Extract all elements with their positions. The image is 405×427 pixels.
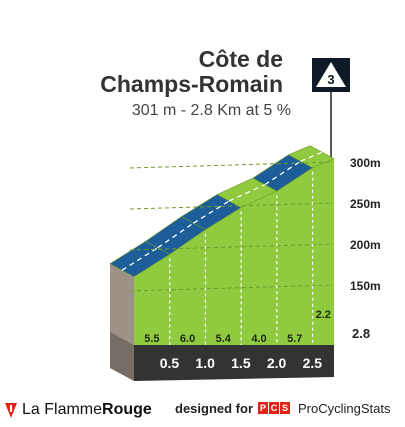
y-tick-label: 300m (350, 156, 381, 170)
y-tick-label: 150m (350, 279, 381, 293)
road-center-dash (264, 160, 301, 186)
segment-gradient-label: 6.0 (180, 333, 195, 345)
profile-base-side (110, 332, 134, 381)
x-tick-label: 1.5 (231, 355, 251, 371)
segment-gradient-label: 5.4 (216, 333, 232, 345)
category-badge: 3 (312, 58, 350, 92)
segment-gradient-label: 5.5 (144, 333, 159, 345)
la-flamme-rouge-logo[interactable]: La FlammeRouge (4, 398, 152, 422)
road-center-dash (157, 222, 194, 249)
grid-line (129, 284, 335, 292)
designed-for-text: designed for (175, 401, 254, 416)
footer: La FlammeRouge designed for P C S ProCyc… (0, 398, 405, 422)
segment-gradient-label: 5.7 (287, 333, 302, 345)
segment-gradient-label: 2.2 (316, 309, 331, 321)
climb-name-line1: Côte de (198, 46, 283, 72)
road-center-dash (121, 247, 159, 271)
x-tick-label: 1.0 (195, 355, 215, 371)
profile-side-face (110, 263, 134, 381)
pcs-letter-p: P (258, 402, 268, 414)
category-number: 3 (327, 72, 334, 87)
profile-area (134, 158, 334, 345)
y-tick-label: 250m (350, 197, 381, 211)
x-tick-label: 2.8 (352, 326, 370, 341)
pcs-letter-s: S (280, 402, 290, 414)
x-tick-label: 2.5 (303, 355, 323, 371)
segment-gradient-label: 4.0 (251, 333, 266, 345)
y-tick-label: 200m (350, 238, 381, 252)
x-tick-label: 2.0 (267, 355, 287, 371)
road-center-dash (300, 151, 323, 162)
flag-icon (5, 403, 17, 418)
x-tick-label: 0.5 (160, 355, 180, 371)
grid-line (129, 202, 335, 210)
climb-name-line2: Champs-Romain (100, 71, 283, 97)
road-center-dash (228, 184, 266, 202)
grid-line (129, 161, 335, 169)
pcs-logo[interactable]: P C S (258, 402, 291, 414)
category-badge-triangle (316, 62, 346, 87)
profile-base (134, 345, 334, 381)
brand-plain: La Flamme (22, 401, 103, 418)
procyclingstats-name: ProCyclingStats (298, 401, 391, 416)
pcs-letter-c: C (269, 402, 279, 414)
profile-chart: 3 150m 200m 250m 300m 0.5 1.0 1.5 2.0 2.5 2.8 5.5 6… (109, 58, 381, 381)
road-center-dash (193, 200, 230, 224)
climb-stats: 301 m - 2.8 Km at 5 % (131, 102, 291, 119)
brand-name: La FlammeRouge (22, 401, 152, 419)
grid-line (129, 243, 335, 251)
brand-bold: Rouge (102, 401, 152, 418)
